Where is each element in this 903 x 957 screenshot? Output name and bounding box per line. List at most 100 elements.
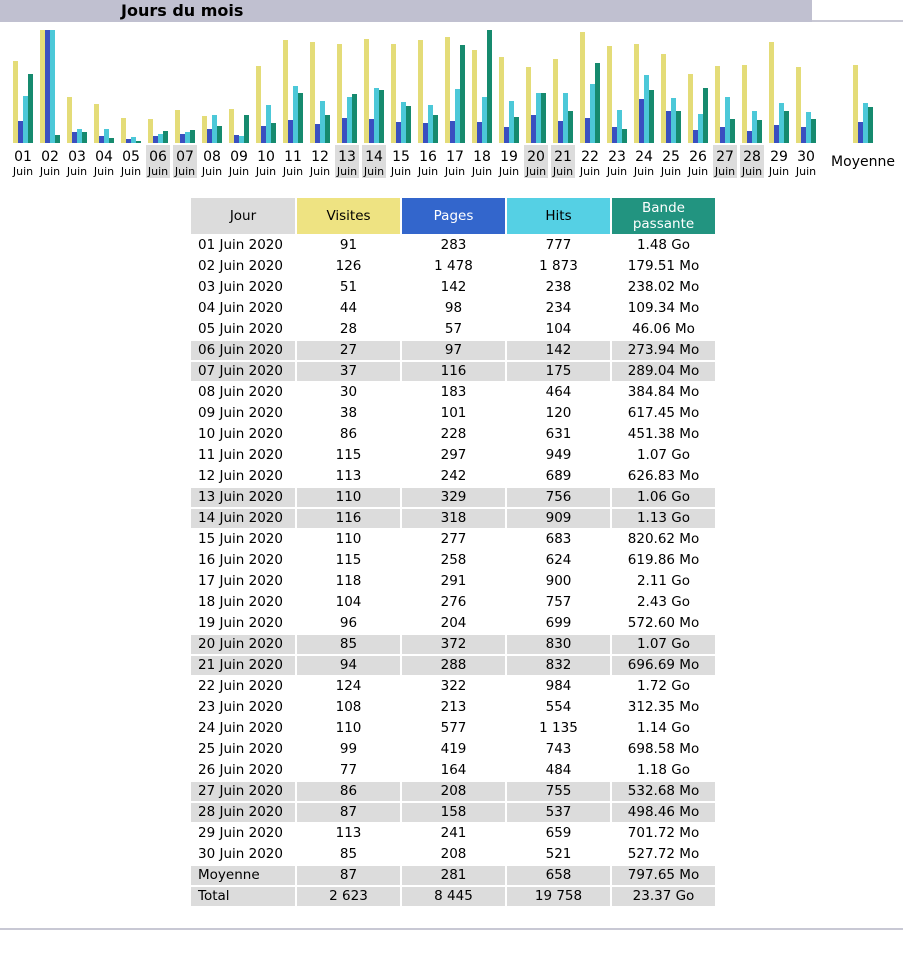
cell-hits: 743 (507, 740, 610, 761)
month-tick-label: Juin (606, 165, 627, 178)
cell-visites: 27 (297, 341, 400, 362)
cell-hits: 984 (507, 677, 610, 698)
day-06-visites-bar (148, 119, 153, 143)
day-30-hits-bar (806, 112, 811, 143)
day-05-pages-bar (126, 139, 131, 143)
cell-jour: 14 Juin 2020 (191, 509, 295, 530)
cell-bande: 1.07 Go (612, 635, 715, 656)
cell-hits: 234 (507, 299, 610, 320)
day-02-bande-bar (55, 135, 60, 143)
cell-pages: 213 (402, 698, 505, 719)
cell-pages: 281 (402, 866, 505, 887)
cell-hits: 554 (507, 698, 610, 719)
day-01-hits-bar (23, 96, 28, 143)
day-tick-label: 21 (554, 149, 572, 165)
day-14-bande-bar (379, 90, 384, 143)
day-12-hits-bar (320, 101, 325, 143)
day-tick-label: 28 (743, 149, 761, 165)
cell-pages: 158 (402, 803, 505, 824)
day-24-hits-bar (644, 75, 649, 143)
day-18-visites-bar (472, 50, 477, 143)
day-28-hits-bar (752, 111, 757, 143)
weekend-label-bg (551, 145, 575, 178)
cell-visites: 118 (297, 572, 400, 593)
month-tick-label: Juin (417, 165, 438, 178)
table-row: 13 Juin 2020 110 329 756 1.06 Go (191, 488, 715, 509)
cell-hits: 1 135 (507, 719, 610, 740)
day-tick-label: 09 (230, 149, 248, 165)
day-27-bande-bar (730, 119, 735, 143)
month-tick-label: Juin (525, 165, 546, 178)
table-footer-row: Total 2 623 8 445 19 758 23.37 Go (191, 887, 715, 908)
cell-jour: 13 Juin 2020 (191, 488, 295, 509)
cell-hits: 631 (507, 425, 610, 446)
day-tick-label: 10 (257, 149, 275, 165)
day-20-bande-bar (541, 93, 546, 143)
day-22-pages-bar (585, 118, 590, 143)
cell-hits: 658 (507, 866, 610, 887)
day-06-bande-bar (163, 131, 168, 143)
day-tick-label: 22 (581, 149, 599, 165)
cell-visites: 115 (297, 446, 400, 467)
cell-pages: 419 (402, 740, 505, 761)
month-tick-label: Juin (795, 165, 816, 178)
day-22-hits-bar (590, 84, 595, 143)
cell-bande: 527.72 Mo (612, 845, 715, 866)
cell-bande: 1.06 Go (612, 488, 715, 509)
day-08-visites-bar (202, 116, 207, 143)
header-bande-line2: passante (632, 216, 695, 232)
month-tick-label: Juin (120, 165, 141, 178)
table-row: 25 Juin 2020 99 419 743 698.58 Mo (191, 740, 715, 761)
day-17-hits-bar (455, 89, 460, 143)
cell-jour: 26 Juin 2020 (191, 761, 295, 782)
day-23-hits-bar (617, 110, 622, 143)
day-14-hits-bar (374, 88, 379, 143)
cell-hits: 1 873 (507, 257, 610, 278)
day-13-bande-bar (352, 94, 357, 143)
table-row: 27 Juin 2020 86 208 755 532.68 Mo (191, 782, 715, 803)
day-19-visites-bar (499, 57, 504, 143)
day-21-visites-bar (553, 59, 558, 143)
cell-hits: 756 (507, 488, 610, 509)
day-tick-label: 20 (527, 149, 545, 165)
month-tick-label: Juin (390, 165, 411, 178)
day-27-hits-bar (725, 97, 730, 143)
cell-hits: 832 (507, 656, 610, 677)
day-21-pages-bar (558, 121, 563, 143)
header-hits: Hits (507, 198, 610, 236)
day-tick-label: 01 (14, 149, 32, 165)
day-29-pages-bar (774, 125, 779, 143)
day-07-pages-bar (180, 134, 185, 143)
table-header-row: Jour Visites Pages Hits Bande passante (191, 198, 715, 236)
cell-pages: 183 (402, 383, 505, 404)
cell-visites: 85 (297, 845, 400, 866)
day-02-visites-bar (40, 30, 45, 143)
header-jour: Jour (191, 198, 295, 236)
cell-bande: 109.34 Mo (612, 299, 715, 320)
table-footer-row: Moyenne 87 281 658 797.65 Mo (191, 866, 715, 887)
cell-hits: 755 (507, 782, 610, 803)
cell-pages: 242 (402, 467, 505, 488)
day-05-hits-bar (131, 137, 136, 143)
cell-pages: 101 (402, 404, 505, 425)
day-16-visites-bar (418, 40, 423, 143)
day-29-hits-bar (779, 103, 784, 143)
month-tick-label: Juin (309, 165, 330, 178)
cell-hits: 521 (507, 845, 610, 866)
day-01-visites-bar (13, 61, 18, 143)
day-07-hits-bar (185, 132, 190, 143)
cell-hits: 900 (507, 572, 610, 593)
cell-visites: 85 (297, 635, 400, 656)
cell-jour: 06 Juin 2020 (191, 341, 295, 362)
weekend-label-bg (146, 145, 170, 178)
day-24-bande-bar (649, 90, 654, 143)
month-tick-label: Juin (687, 165, 708, 178)
day-08-pages-bar (207, 129, 212, 143)
month-tick-label: Juin (255, 165, 276, 178)
day-tick-label: 13 (338, 149, 356, 165)
cell-pages: 116 (402, 362, 505, 383)
cell-hits: 757 (507, 593, 610, 614)
day-04-visites-bar (94, 104, 99, 143)
cell-bande: 23.37 Go (612, 887, 715, 908)
daily-stats-table: Jour Visites Pages Hits Bande passante 01… (189, 198, 717, 908)
